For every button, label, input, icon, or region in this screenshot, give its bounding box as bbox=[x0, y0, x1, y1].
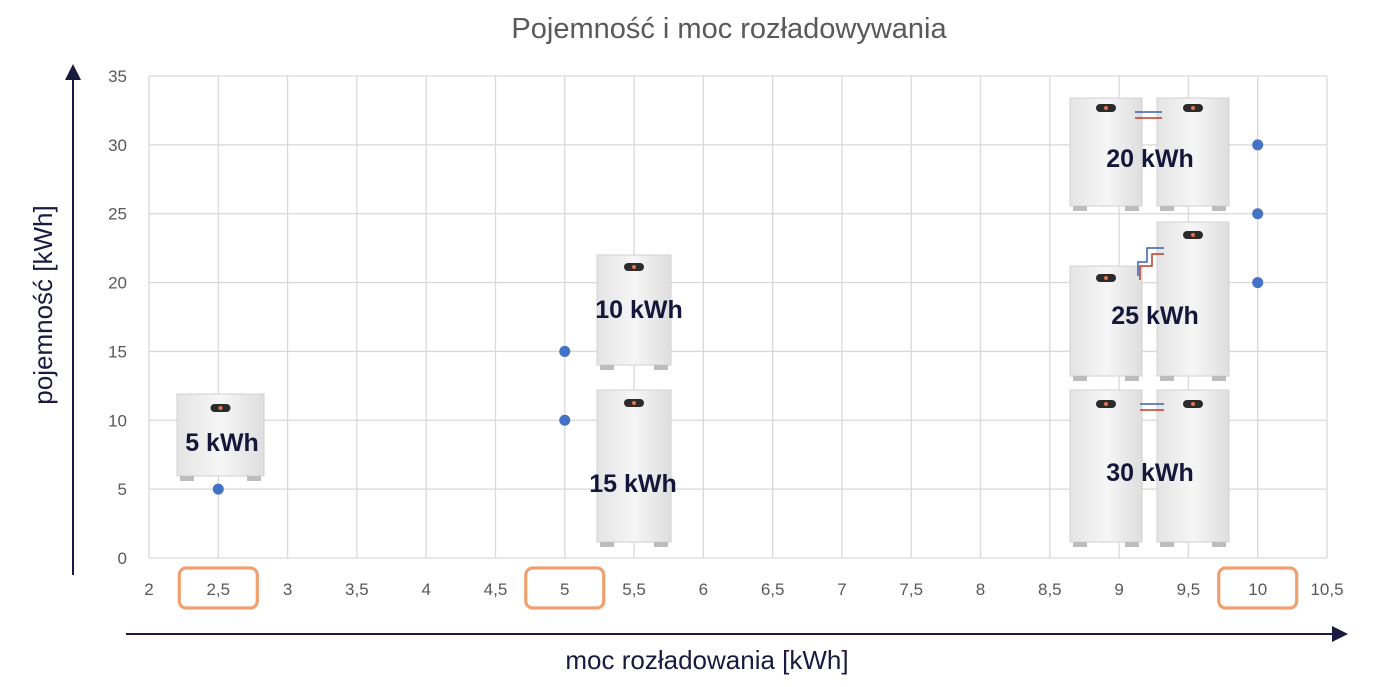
battery-icon bbox=[596, 254, 672, 370]
battery-led bbox=[1191, 106, 1195, 110]
x-tick-label: 7 bbox=[837, 580, 846, 599]
data-points bbox=[212, 139, 1264, 495]
battery-body bbox=[1069, 265, 1143, 377]
battery-icon bbox=[1069, 265, 1143, 381]
x-tick-label: 2 bbox=[144, 580, 153, 599]
battery-body bbox=[1069, 389, 1143, 543]
y-axis-label: pojemność [kWh] bbox=[28, 205, 58, 404]
y-tick-label: 35 bbox=[108, 67, 127, 86]
battery-body bbox=[1156, 389, 1230, 543]
y-tick-label: 10 bbox=[108, 411, 127, 430]
x-tick-label: 6,5 bbox=[761, 580, 785, 599]
battery-led bbox=[1191, 233, 1195, 237]
battery-led bbox=[1191, 402, 1195, 406]
x-tick-label: 3 bbox=[283, 580, 292, 599]
battery-connectors bbox=[1135, 111, 1164, 411]
battery-foot bbox=[1160, 376, 1174, 381]
battery-foot bbox=[1160, 542, 1174, 547]
x-tick-label: 8 bbox=[976, 580, 985, 599]
battery-foot bbox=[1212, 206, 1226, 211]
y-tick-label: 30 bbox=[108, 136, 127, 155]
battery-illustrations bbox=[176, 97, 1230, 547]
x-tick-label: 9 bbox=[1114, 580, 1123, 599]
battery-capacity-label: 15 kWh bbox=[589, 470, 677, 498]
battery-foot bbox=[654, 365, 668, 370]
x-tick-label: 6 bbox=[699, 580, 708, 599]
battery-body bbox=[1156, 221, 1230, 377]
y-tick-labels: 0 5 10 15 20 25 30 35 bbox=[108, 67, 127, 568]
x-tick-label: 3,5 bbox=[345, 580, 369, 599]
battery-foot bbox=[1073, 376, 1087, 381]
data-point bbox=[559, 414, 571, 426]
battery-foot bbox=[600, 542, 614, 547]
connector-cable bbox=[1139, 253, 1164, 280]
battery-icon bbox=[1069, 97, 1143, 211]
battery-foot bbox=[1212, 376, 1226, 381]
battery-capacity-label: 5 kWh bbox=[185, 429, 259, 457]
data-point bbox=[212, 483, 224, 495]
battery-foot bbox=[1160, 206, 1174, 211]
x-tick-label: 4 bbox=[421, 580, 430, 599]
x-tick-label: 10 bbox=[1248, 580, 1267, 599]
battery-led bbox=[1104, 276, 1108, 280]
x-tick-label: 8,5 bbox=[1038, 580, 1062, 599]
battery-led bbox=[218, 406, 223, 410]
battery-icon bbox=[1069, 389, 1143, 547]
chart-title: Pojemność i moc rozładowywania bbox=[511, 13, 947, 45]
battery-icon bbox=[1156, 97, 1230, 211]
battery-body bbox=[596, 389, 672, 543]
battery-body bbox=[1156, 97, 1230, 207]
data-point bbox=[1252, 277, 1264, 289]
x-tick-label: 7,5 bbox=[899, 580, 923, 599]
battery-foot bbox=[1125, 542, 1139, 547]
battery-foot bbox=[600, 365, 614, 370]
y-tick-label: 20 bbox=[108, 274, 127, 293]
x-tick-highlight bbox=[177, 566, 259, 610]
battery-capacity-label: 25 kWh bbox=[1111, 302, 1199, 330]
battery-icon bbox=[1156, 221, 1230, 381]
x-tick-label: 9,5 bbox=[1177, 580, 1201, 599]
battery-led bbox=[1104, 106, 1108, 110]
battery-body bbox=[596, 254, 672, 366]
x-axis-label: moc rozładowania [kWh] bbox=[565, 645, 848, 675]
battery-led bbox=[1104, 402, 1108, 406]
battery-capacity-label: 20 kWh bbox=[1106, 145, 1194, 173]
x-tick-highlights bbox=[177, 566, 1299, 610]
battery-capacity-label: 10 kWh bbox=[595, 296, 683, 324]
battery-foot bbox=[1073, 206, 1087, 211]
x-tick-label: 5 bbox=[560, 580, 569, 599]
battery-foot bbox=[1212, 542, 1226, 547]
battery-icon bbox=[596, 389, 672, 547]
battery-foot bbox=[180, 476, 194, 481]
battery-foot bbox=[1073, 542, 1087, 547]
battery-icon bbox=[1156, 389, 1230, 547]
x-tick-labels: 2 2,5 3 3,5 4 4,5 5 5,5 6 6,5 7 7,5 8 8,5 9 9,5 10 10,5 bbox=[144, 580, 1343, 599]
y-tick-label: 0 bbox=[118, 549, 127, 568]
data-point bbox=[1252, 208, 1264, 220]
x-tick-highlight bbox=[1217, 566, 1299, 610]
battery-capacity-label: 30 kWh bbox=[1106, 459, 1194, 487]
y-tick-label: 25 bbox=[108, 205, 127, 224]
battery-foot bbox=[1125, 206, 1139, 211]
data-point bbox=[559, 345, 571, 357]
connector-cable bbox=[1137, 247, 1164, 276]
data-point bbox=[1252, 139, 1264, 151]
x-tick-label: 2,5 bbox=[206, 580, 230, 599]
y-tick-label: 15 bbox=[108, 342, 127, 361]
battery-led bbox=[632, 265, 636, 269]
battery-labels: 5 kWh 10 kWh 15 kWh 20 kWh 25 kWh 30 kWh bbox=[185, 145, 1199, 498]
y-tick-label: 5 bbox=[118, 480, 127, 499]
battery-foot bbox=[654, 542, 668, 547]
battery-foot bbox=[1125, 376, 1139, 381]
x-tick-highlight bbox=[524, 566, 606, 610]
battery-foot bbox=[247, 476, 261, 481]
x-tick-label: 10,5 bbox=[1310, 580, 1343, 599]
x-tick-label: 4,5 bbox=[484, 580, 508, 599]
battery-body bbox=[1069, 97, 1143, 207]
x-tick-label: 5,5 bbox=[622, 580, 646, 599]
battery-led bbox=[632, 401, 636, 405]
battery-icon bbox=[176, 393, 265, 481]
